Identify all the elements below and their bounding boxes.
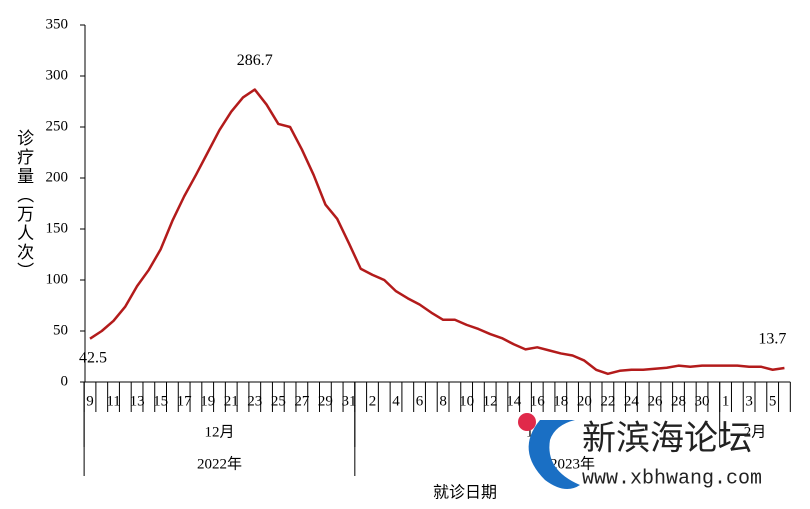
month-label: 12月: [204, 424, 234, 440]
x-tick-label: 16: [530, 393, 546, 409]
watermark-name: 新滨海论坛: [582, 419, 752, 459]
x-tick-label: 22: [600, 393, 615, 409]
x-tick-label: 12: [483, 393, 498, 409]
x-axis-label: 就诊日期: [433, 484, 497, 502]
data-label: 13.7: [758, 331, 786, 348]
month-label: 2月: [744, 424, 767, 440]
x-tick-label: 25: [271, 393, 286, 409]
x-tick-label: 15: [153, 393, 168, 409]
y-tick-label: 50: [53, 322, 68, 338]
data-label: 286.7: [237, 52, 273, 69]
y-tick-label: 200: [46, 169, 69, 185]
x-tick-label: 31: [341, 393, 356, 409]
x-tick-label: 18: [553, 393, 568, 409]
x-tick-label: 6: [416, 393, 424, 409]
x-tick-label: 5: [769, 393, 777, 409]
x-tick-label: 29: [318, 393, 333, 409]
x-tick-label: 30: [695, 393, 710, 409]
y-tick-label: 300: [46, 67, 69, 83]
x-tick-label: 8: [439, 393, 447, 409]
x-tick-label: 17: [177, 393, 193, 409]
x-tick-label: 10: [459, 393, 474, 409]
x-tick-label: 20: [577, 393, 592, 409]
line-series: [89, 88, 785, 376]
y-tick-label: 150: [46, 220, 69, 236]
x-tick-label: 9: [86, 393, 94, 409]
x-tick-label: 3: [745, 393, 753, 409]
year-label: 2022年: [197, 455, 242, 472]
x-tick-label: 28: [671, 393, 686, 409]
watermark-dot: [518, 413, 536, 431]
x-tick-label: 1: [722, 393, 730, 409]
x-tick-label: 24: [624, 393, 640, 409]
x-tick-label: 21: [224, 393, 239, 409]
y-axis-label: 诊疗量（万人次）: [14, 129, 34, 281]
x-tick-label: 14: [506, 393, 522, 409]
x-tick-label: 4: [392, 393, 400, 409]
watermark-url: www.xbhwang.com: [582, 467, 762, 490]
x-tick-label: 11: [106, 393, 120, 409]
x-tick-label: 2: [369, 393, 377, 409]
y-tick-label: 100: [46, 271, 69, 287]
y-tick-label: 0: [61, 373, 69, 389]
y-tick-label: 250: [46, 118, 69, 134]
x-tick-label: 26: [647, 393, 663, 409]
watermark-icon: [528, 420, 580, 489]
x-tick-label: 19: [200, 393, 215, 409]
x-tick-label: 27: [294, 393, 310, 409]
watermark: 新滨海论坛 www.xbhwang.com: [518, 413, 762, 490]
data-label: 42.5: [79, 349, 107, 366]
y-tick-label: 350: [46, 16, 69, 32]
year-label: 2023年: [550, 455, 595, 472]
x-tick-label: 23: [247, 393, 262, 409]
x-tick-label: 13: [130, 393, 145, 409]
